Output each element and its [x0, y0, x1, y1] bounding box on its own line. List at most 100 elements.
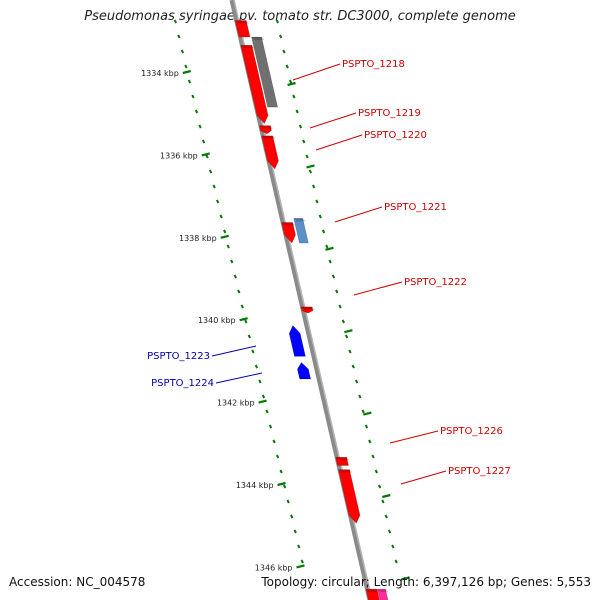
minor-tick-right: [282, 49, 286, 54]
minor-tick-left: [237, 289, 241, 294]
minor-tick-right: [318, 214, 322, 219]
minor-tick-right: [381, 499, 385, 504]
kbp-tick-label: 1336 kbp: [160, 151, 198, 160]
gene-shade: [365, 589, 380, 593]
map-title: Pseudomonas syringae pv. tomato str. DC3…: [84, 9, 516, 24]
major-tick: [239, 317, 248, 322]
label-leader-pspto_1227: [400, 470, 447, 485]
label-leader-pspto_1221: [334, 206, 383, 223]
minor-tick-left: [198, 124, 202, 129]
minor-tick-left: [244, 319, 248, 324]
gene-shape-pspto_1221r: [293, 218, 309, 244]
minor-tick-right: [394, 559, 398, 564]
minor-tick-left: [272, 439, 276, 444]
minor-tick-left: [240, 304, 244, 309]
major-tick: [201, 152, 211, 157]
major-tick-right: [400, 576, 410, 581]
gene-shape-pspto_1226: [335, 456, 349, 466]
gene-label-pspto_1218: PSPTO_1218: [342, 59, 405, 70]
label-leader-pspto_1226: [389, 430, 439, 444]
major-tick-right: [363, 411, 372, 416]
gene-label-pspto_1223: PSPTO_1223: [147, 351, 210, 362]
minor-tick-right: [345, 334, 349, 339]
minor-tick-left: [194, 109, 199, 114]
minor-tick-right: [325, 244, 329, 249]
minor-tick-left: [233, 274, 237, 279]
minor-tick-right: [335, 289, 339, 294]
kbp-tick-label: 1346 kbp: [255, 563, 293, 572]
kbp-tick-label: 1334 kbp: [141, 69, 179, 78]
label-leader-pspto_1220: [315, 134, 363, 151]
kbp-tick-label: 1342 kbp: [217, 399, 255, 408]
minor-tick-left: [173, 19, 177, 24]
major-tick: [220, 234, 229, 239]
minor-tick-right: [354, 379, 359, 384]
minor-tick-left: [177, 34, 181, 39]
kbp-tick-label: 1338 kbp: [179, 234, 217, 243]
minor-tick-left: [247, 334, 252, 339]
gene-shape-pspto_1227: [338, 469, 361, 524]
minor-tick-right: [302, 139, 306, 144]
minor-tick-right: [275, 19, 279, 24]
gene-shade: [377, 589, 389, 593]
gene-shape-pspto_1219: [259, 125, 272, 135]
gene-shade: [240, 45, 255, 49]
minor-tick-right: [308, 169, 312, 174]
minor-tick-right: [387, 529, 392, 534]
gene-shape-pspto_1224: [297, 362, 312, 380]
minor-tick-left: [286, 499, 290, 504]
major-tick: [258, 399, 267, 404]
minor-tick-left: [219, 214, 223, 219]
label-leader-pspto_1223: [211, 345, 257, 357]
gene-shade: [235, 20, 250, 24]
minor-tick-right: [315, 199, 319, 204]
kbp-tick-label: 1344 kbp: [236, 481, 274, 490]
minor-tick-left: [187, 79, 192, 84]
minor-tick-right: [371, 454, 375, 459]
minor-tick-left: [261, 394, 266, 399]
minor-tick-left: [208, 169, 213, 174]
minor-tick-right: [321, 229, 326, 234]
gene-label-pspto_1224: PSPTO_1224: [151, 378, 214, 389]
major-tick: [182, 69, 192, 75]
minor-tick-left: [300, 559, 304, 564]
gene-label-pspto_1222: PSPTO_1222: [404, 277, 467, 288]
minor-tick-right: [384, 514, 388, 519]
major-tick-right: [325, 246, 334, 251]
gene-label-pspto_1220: PSPTO_1220: [364, 130, 427, 141]
gene-shape-pspto_1222: [300, 306, 314, 314]
minor-tick-right: [279, 34, 283, 39]
major-tick-right: [306, 164, 315, 169]
minor-tick-left: [184, 64, 188, 69]
minor-tick-left: [265, 409, 269, 414]
genome-stats-text: Topology: circular; Length: 6,397,126 bp…: [261, 575, 591, 589]
minor-tick-right: [374, 469, 378, 474]
minor-tick-left: [297, 544, 301, 549]
minor-tick-right: [391, 544, 395, 549]
minor-tick-left: [216, 199, 220, 204]
gene-shade: [251, 37, 265, 41]
gene-label-pspto_1219: PSPTO_1219: [358, 108, 421, 119]
minor-tick-left: [290, 514, 294, 519]
major-tick-right: [382, 493, 391, 499]
major-tick: [296, 564, 305, 569]
minor-tick-right: [378, 484, 382, 489]
minor-tick-left: [282, 484, 287, 489]
minor-tick-right: [361, 409, 365, 414]
gene-features: [234, 20, 389, 600]
minor-tick-left: [293, 529, 297, 534]
minor-tick-right: [351, 364, 355, 369]
minor-tick-right: [368, 439, 372, 444]
scale-ticks: 1334 kbp 1336 kbp 1338 kbp 1340 kbp 1342 kbp…: [141, 19, 410, 581]
minor-tick-right: [364, 424, 369, 429]
gene-shade: [292, 325, 304, 337]
label-leader-pspto_1218: [292, 63, 341, 81]
gene-shade: [281, 222, 296, 226]
minor-tick-right: [331, 274, 336, 279]
minor-tick-left: [230, 259, 234, 264]
major-tick-right: [344, 329, 353, 334]
minor-tick-left: [268, 424, 273, 429]
gene-shade: [293, 218, 306, 222]
